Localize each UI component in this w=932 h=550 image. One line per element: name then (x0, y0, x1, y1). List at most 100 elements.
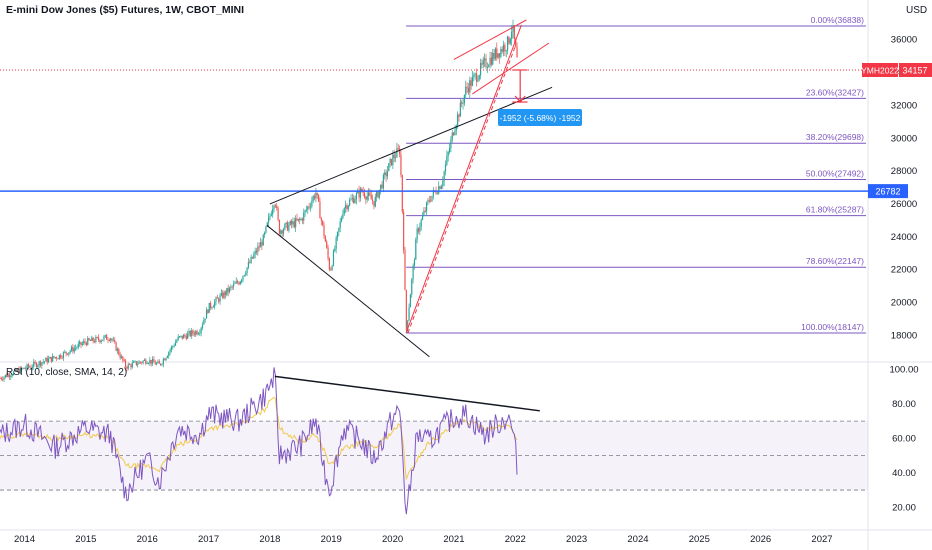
price-candles (0, 19, 518, 382)
fib-level-label: 0.00%(36838) (811, 15, 865, 25)
candle-body (412, 265, 414, 280)
time-tick-label: 2024 (627, 534, 648, 545)
candle-body (150, 359, 152, 364)
price-tick-label: 36000 (891, 35, 917, 46)
candle-body (423, 211, 425, 216)
candle-body (385, 172, 387, 177)
candle-body (426, 202, 428, 212)
candle-body (31, 366, 33, 368)
candle-body (262, 234, 264, 246)
candle-body (281, 230, 283, 234)
fib-level-label: 23.60%(32427) (806, 87, 864, 97)
candle-body (461, 102, 463, 104)
measure-arrow-head (514, 95, 526, 103)
candle-body (380, 184, 382, 190)
candle-body (232, 283, 235, 287)
candle-body (181, 335, 183, 339)
candle-body (299, 218, 301, 221)
candle-body (134, 361, 136, 363)
channel-upper (453, 19, 527, 60)
candle-body (227, 288, 229, 293)
candle-body (18, 369, 20, 374)
candle-body (498, 53, 501, 57)
fib-level-label: 50.00%(27492) (806, 168, 864, 178)
candle-body (378, 189, 380, 198)
candle-body (253, 254, 255, 259)
candle-body (19, 367, 21, 374)
fibonacci-retracement[interactable]: 0.00%(36838) 23.60%(32427) 38.20%(29698) 50… (406, 15, 868, 334)
candle-body (384, 172, 386, 175)
candle-body (490, 57, 492, 65)
candle-body (338, 227, 340, 232)
candle-body (382, 174, 384, 189)
time-tick-label: 2023 (566, 534, 587, 545)
candle-body (203, 319, 205, 325)
candle-body (68, 352, 70, 355)
candle-body (318, 194, 320, 202)
candle-body (11, 375, 13, 377)
candle-body (308, 206, 310, 208)
candle-body (473, 74, 475, 77)
candle-body (448, 148, 451, 153)
candle-body (447, 152, 449, 156)
candle-body (205, 309, 208, 319)
candle-body (513, 25, 515, 39)
candle-body (95, 337, 97, 343)
candle-body (258, 246, 260, 248)
rsi-title: RSI (10, close, SMA, 14, 2) (6, 367, 127, 378)
candle-body (409, 294, 411, 308)
candle-body (157, 361, 159, 363)
candle-body (381, 184, 383, 189)
candle-body (87, 338, 89, 345)
candle-body (58, 354, 60, 359)
candle-body (108, 340, 110, 341)
trend-drawings[interactable]: -1952 (-5.68%) -1952 (0, 19, 868, 358)
candle-body (103, 336, 105, 340)
candle-body (14, 369, 16, 372)
candle-body (39, 361, 42, 366)
candle-body (280, 230, 282, 234)
candle-body (80, 341, 82, 345)
candle-body (427, 200, 429, 203)
candle-body (172, 346, 174, 347)
candle-body (345, 205, 347, 209)
candle-body (480, 63, 482, 76)
price-tick-label: 28000 (891, 166, 917, 177)
measure-box (498, 109, 582, 126)
candle-body (438, 186, 440, 194)
rsi-sma-line (0, 396, 518, 480)
candle-body (251, 256, 254, 259)
candle-body (141, 362, 143, 364)
candle-body (210, 302, 212, 308)
candle-body (351, 198, 353, 200)
candle-body (362, 191, 364, 193)
candle-body (322, 220, 324, 225)
candle-body (330, 269, 332, 271)
candle-body (403, 211, 405, 251)
fib-level-label: 100.00%(18147) (801, 322, 864, 332)
candle-body (2, 379, 4, 380)
fib-level-label: 61.80%(25287) (806, 205, 864, 215)
candle-body (38, 361, 40, 366)
candle-body (111, 338, 113, 341)
candle-body (112, 340, 114, 341)
candle-body (92, 337, 94, 342)
candle-body (235, 281, 237, 284)
candle-body (57, 358, 59, 360)
candle-body (401, 174, 403, 212)
candle-body (56, 357, 58, 359)
candle-body (200, 327, 202, 333)
symbol-title: E-mini Dow Jones ($5) Futures, 1W, CBOT_… (6, 4, 244, 16)
candle-body (247, 262, 249, 268)
candle-body (197, 333, 200, 335)
candle-body (174, 342, 177, 346)
candle-body (191, 330, 193, 336)
candle-body (339, 221, 341, 228)
candle-body (288, 224, 290, 231)
candle-body (370, 195, 372, 200)
candle-body (145, 359, 147, 364)
candle-body (146, 363, 148, 365)
candle-body (486, 67, 488, 68)
candle-body (311, 200, 313, 207)
